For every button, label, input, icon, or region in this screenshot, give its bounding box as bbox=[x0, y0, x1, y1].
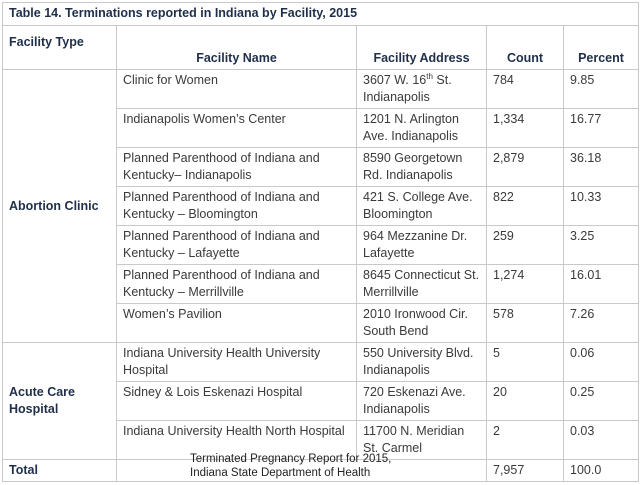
caption-line: Terminated Pregnancy Report for 2015, bbox=[190, 453, 392, 465]
total-label: Total bbox=[2, 459, 117, 482]
caption-line: Indiana State Department of Health bbox=[190, 467, 371, 479]
facility-address-cell: 8590 Georgetown Rd. Indianapolis bbox=[356, 147, 487, 187]
count-cell: 5 bbox=[486, 342, 564, 382]
header-facility-address: Facility Address bbox=[356, 25, 487, 70]
facility-address-cell: 11700 N. Meridian St. Carmel bbox=[356, 420, 487, 460]
facility-address-cell: 964 Mezzanine Dr. Lafayette bbox=[356, 225, 487, 265]
facility-type-cell: Abortion Clinic bbox=[2, 69, 117, 343]
facility-address-cell: 720 Eskenazi Ave. Indianapolis bbox=[356, 381, 487, 421]
percent-cell: 7.26 bbox=[562, 303, 640, 343]
table-row: Planned Parenthood of Indiana and Kentuc… bbox=[3, 147, 640, 187]
count-cell: 1,334 bbox=[486, 108, 564, 148]
facility-address-cell: 8645 Connecticut St. Merrillville bbox=[356, 264, 487, 304]
percent-cell: 36.18 bbox=[562, 147, 640, 187]
facility-name-cell: Planned Parenthood of Indiana and Kentuc… bbox=[116, 225, 357, 265]
percent-cell: 0.25 bbox=[562, 381, 640, 421]
facility-name-cell: Indiana University Health University Hos… bbox=[116, 342, 357, 382]
count-cell: 822 bbox=[486, 186, 564, 226]
facility-name-cell: Women’s Pavilion bbox=[116, 303, 357, 343]
address-text: 3607 W. 16 bbox=[363, 73, 427, 87]
facility-name-cell: Sidney & Lois Eskenazi Hospital bbox=[116, 381, 357, 421]
count-cell: 784 bbox=[486, 69, 564, 109]
count-cell: 578 bbox=[486, 303, 564, 343]
total-percent: 100.0 bbox=[562, 459, 640, 482]
count-cell: 2 bbox=[486, 420, 564, 460]
source-caption: Terminated Pregnancy Report for 2015, In… bbox=[190, 452, 391, 480]
address-superscript: th bbox=[426, 71, 433, 81]
facility-name-cell: Planned Parenthood of Indiana and Kentuc… bbox=[116, 264, 357, 304]
facility-name-cell: Planned Parenthood of Indiana and Kentuc… bbox=[116, 147, 357, 187]
table-row: Indianapolis Women’s Center 1201 N. Arlin… bbox=[3, 108, 640, 148]
count-cell: 20 bbox=[486, 381, 564, 421]
count-cell: 2,879 bbox=[486, 147, 564, 187]
header-facility-name: Facility Name bbox=[116, 25, 357, 70]
count-cell: 1,274 bbox=[486, 264, 564, 304]
count-cell: 259 bbox=[486, 225, 564, 265]
facility-name-cell: Indianapolis Women’s Center bbox=[116, 108, 357, 148]
facility-name-cell: Clinic for Women bbox=[116, 69, 357, 109]
header-percent: Percent bbox=[562, 25, 640, 70]
table-row: Abortion Clinic Clinic for Women 3607 W. 1… bbox=[2, 69, 640, 343]
header-count: Count bbox=[486, 25, 564, 70]
header-facility-type: Facility Type bbox=[2, 25, 117, 70]
facility-address-cell: 3607 W. 16th St. Indianapolis bbox=[356, 69, 487, 109]
table-row: Acute Care Hospital Indiana University He… bbox=[2, 342, 640, 460]
total-count: 7,957 bbox=[486, 459, 564, 482]
percent-cell: 9.85 bbox=[562, 69, 640, 109]
facility-address-cell: 421 S. College Ave. Bloomington bbox=[356, 186, 487, 226]
percent-cell: 0.06 bbox=[562, 342, 640, 382]
table-row: Planned Parenthood of Indiana and Kentuc… bbox=[3, 225, 640, 265]
percent-cell: 16.77 bbox=[562, 108, 640, 148]
address-text: St. Indianapolis bbox=[363, 73, 452, 104]
percent-cell: 10.33 bbox=[562, 186, 640, 226]
table-row: Women’s Pavilion 2010 Ironwood Cir. South… bbox=[3, 303, 640, 343]
percent-cell: 3.25 bbox=[562, 225, 640, 265]
table-row: Indiana University Health North Hospital… bbox=[3, 420, 640, 460]
table-title: Table 14. Terminations reported in India… bbox=[1, 2, 640, 26]
facility-name-cell: Planned Parenthood of Indiana and Kentuc… bbox=[116, 186, 357, 226]
percent-cell: 16.01 bbox=[562, 264, 640, 304]
facility-type-cell: Acute Care Hospital bbox=[2, 342, 117, 460]
table-row: Planned Parenthood of Indiana and Kentuc… bbox=[3, 186, 640, 226]
facility-address-cell: 550 University Blvd. Indianapolis bbox=[356, 342, 487, 382]
facility-address-cell: 1201 N. Arlington Ave. Indianapolis bbox=[356, 108, 487, 148]
percent-cell: 0.03 bbox=[562, 420, 640, 460]
facility-address-cell: 2010 Ironwood Cir. South Bend bbox=[356, 303, 487, 343]
total-row: Total 7,957 100.0 bbox=[2, 459, 640, 482]
